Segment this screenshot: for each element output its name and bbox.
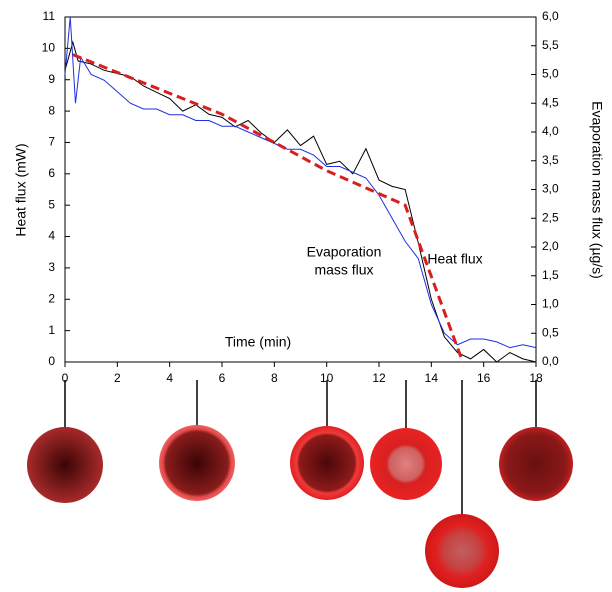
series-line [72,53,465,363]
series-line [64,16,537,349]
y2-tick-label: 3,5 [542,153,559,167]
y2-tick-label: 0,0 [542,354,559,368]
y-tick-label: 11 [43,9,56,23]
x-tick-label: 10 [320,371,334,385]
x-tick-label: 4 [166,371,173,385]
y-tick-label: 0 [48,354,55,368]
y-tick-label: 4 [48,229,55,243]
y2-tick-label: 5,0 [542,67,559,81]
y-tick-label: 2 [48,291,55,305]
y-tick-label: 3 [48,260,55,274]
x-tick-label: 6 [219,371,226,385]
y-tick-label: 10 [42,41,56,55]
y-tick-label: 6 [48,166,55,180]
y-tick-label: 1 [48,323,55,337]
annotation: mass flux [314,262,373,278]
y2-axis-label: Evaporation mass flux (µg/s) [589,101,605,279]
annotation: Heat flux [427,251,482,267]
y2-tick-label: 6,0 [542,9,559,23]
x-tick-label: 12 [372,371,386,385]
y2-tick-label: 2,5 [542,210,559,224]
y2-tick-label: 1,0 [542,297,559,311]
y2-tick-label: 5,5 [542,38,559,52]
y-axis-label: Heat flux (mW) [13,143,29,236]
x-axis-label: Time (min) [225,334,291,350]
series-line [64,40,537,363]
x-tick-label: 14 [425,371,439,385]
y2-tick-label: 0,5 [542,325,559,339]
x-tick-label: 8 [271,371,278,385]
y2-tick-label: 4,5 [542,95,559,109]
x-tick-label: 16 [477,371,491,385]
x-tick-label: 18 [529,371,543,385]
y2-tick-label: 3,0 [542,182,559,196]
plot-frame [64,16,537,363]
y2-tick-label: 4,0 [542,124,559,138]
y2-tick-label: 1,5 [542,268,559,282]
droplet-images [27,380,573,588]
y-tick-label: 5 [48,197,55,211]
x-tick-label: 0 [62,371,69,385]
annotation: Evaporation [307,244,382,260]
y2-tick-label: 2,0 [542,239,559,253]
y-tick-label: 8 [48,103,55,117]
y-tick-label: 7 [48,135,55,149]
y-tick-label: 9 [48,72,55,86]
x-tick-label: 2 [114,371,121,385]
